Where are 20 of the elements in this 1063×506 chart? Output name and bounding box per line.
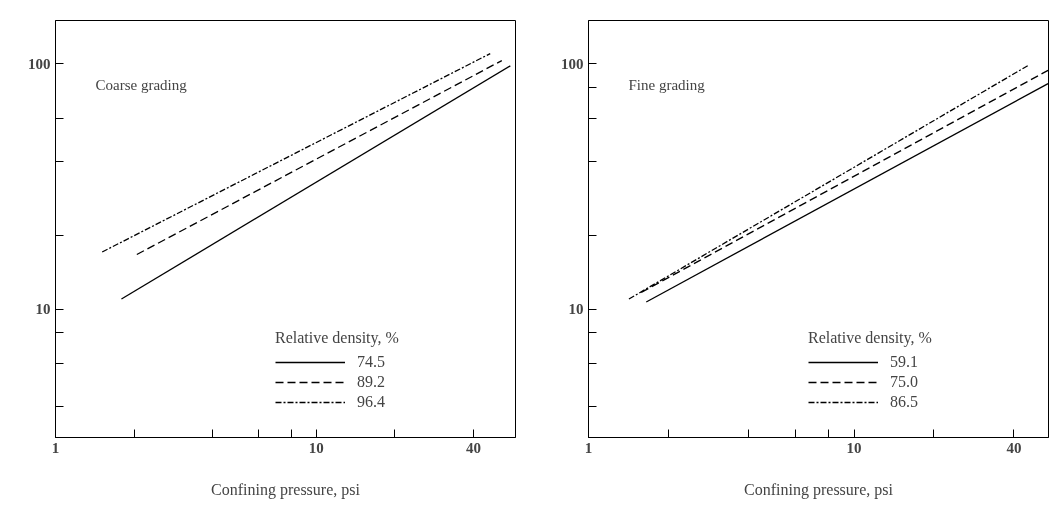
legend-label: 86.5 [890,393,918,411]
x-tick-label: 40 [1006,439,1022,456]
legend-label: 96.4 [357,393,385,411]
x-tick-label: 1 [584,439,593,456]
legend-label: 89.2 [357,373,385,391]
legend-label: 75.0 [890,373,918,391]
legend-title: Relative density, % [808,329,932,347]
legend-title: Relative density, % [275,329,399,347]
y-tick-label: 100 [28,55,51,72]
x-axis-title: Confining pressure, psi [211,480,361,499]
x-tick-label: 10 [846,439,862,456]
x-axis-title: Confining pressure, psi [744,480,894,499]
x-tick-label: 1 [51,439,60,456]
legend-label: 59.1 [890,353,918,371]
legend-label: 74.5 [357,353,385,371]
annotation: Coarse grading [95,76,188,93]
annotation: Fine grading [628,76,706,93]
y-tick-label: 100 [561,55,584,72]
x-tick-label: 40 [465,439,481,456]
x-tick-label: 10 [308,439,324,456]
